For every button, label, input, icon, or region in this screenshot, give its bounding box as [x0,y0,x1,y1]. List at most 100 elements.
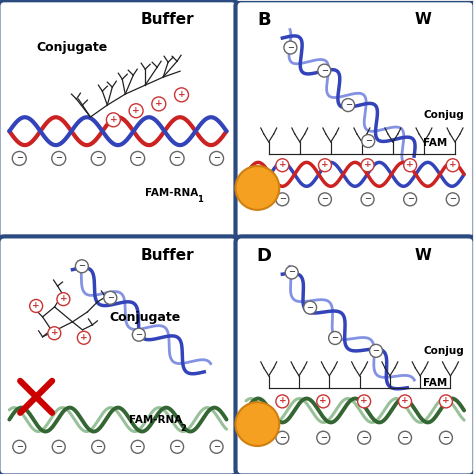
Text: −: − [407,194,414,203]
Circle shape [361,159,374,172]
Text: −: − [345,100,352,109]
Text: −: − [173,154,181,163]
Text: −: − [136,330,142,339]
Text: −: − [373,346,380,355]
Text: −: − [332,333,338,342]
Circle shape [12,152,26,165]
Text: FAM: FAM [423,378,447,388]
Text: +: + [132,106,140,115]
Circle shape [285,266,298,279]
Text: −: − [173,442,181,451]
Text: +: + [155,99,163,108]
Circle shape [210,440,223,453]
Circle shape [30,300,43,312]
Text: −: − [55,442,62,451]
FancyBboxPatch shape [236,0,474,239]
Circle shape [404,193,417,206]
Circle shape [362,135,374,147]
Text: Buffer: Buffer [141,248,195,264]
Text: −: − [449,194,456,203]
Circle shape [276,193,289,206]
FancyBboxPatch shape [0,237,237,474]
Text: Conjugate: Conjugate [109,311,181,324]
Text: −: − [16,154,23,163]
Text: +: + [80,333,88,342]
Circle shape [318,64,331,77]
Circle shape [171,440,183,453]
Circle shape [404,159,417,172]
Circle shape [52,440,65,453]
Text: +: + [360,396,368,405]
Circle shape [342,99,355,111]
Text: −: − [361,433,368,442]
Text: +: + [319,396,327,405]
Text: W: W [415,12,432,27]
Circle shape [236,166,279,210]
Text: W: W [415,248,432,264]
Text: −: − [287,43,294,52]
Text: −: − [78,261,85,270]
Text: +: + [442,396,450,405]
Circle shape [358,395,371,408]
Circle shape [129,104,143,118]
Text: −: − [364,194,371,203]
Circle shape [92,440,105,453]
Text: −: − [55,154,62,163]
Text: +: + [364,160,371,169]
Text: FAM: FAM [423,137,447,147]
Text: −: − [16,442,23,451]
Text: +: + [401,396,409,405]
Text: +: + [32,301,40,310]
Circle shape [399,431,411,444]
Circle shape [446,193,459,206]
Text: −: − [442,433,449,442]
Text: Conjug: Conjug [423,346,464,356]
Text: −: − [320,433,327,442]
Text: −: − [307,302,314,311]
Text: D: D [257,247,272,265]
Text: +: + [279,160,286,169]
Text: FAM-RNA: FAM-RNA [145,188,199,198]
Circle shape [317,395,330,408]
Text: −: − [288,267,295,276]
Circle shape [276,431,289,444]
Text: Buffer: Buffer [141,12,195,27]
Text: Conjugate: Conjugate [37,41,108,54]
Text: −: − [279,433,286,442]
Text: −: − [95,442,102,451]
Circle shape [361,193,374,206]
Circle shape [276,159,289,172]
Circle shape [358,431,371,444]
Circle shape [131,440,144,453]
Text: +: + [51,328,58,337]
Text: −: − [213,154,220,163]
Text: +: + [178,90,185,99]
Circle shape [48,327,61,340]
Text: +: + [279,396,286,405]
Text: −: − [321,194,328,203]
Text: −: − [134,442,141,451]
Circle shape [91,152,105,165]
Circle shape [317,431,330,444]
Circle shape [210,152,224,165]
Circle shape [152,97,166,111]
Text: +: + [449,160,456,169]
Text: +: + [109,115,117,124]
Circle shape [75,260,88,273]
Text: 2: 2 [180,424,186,433]
Text: −: − [134,154,141,163]
Text: −: − [279,194,286,203]
Text: 1: 1 [197,195,203,204]
Circle shape [319,193,331,206]
Circle shape [13,440,26,453]
Text: FAM-RNA: FAM-RNA [129,415,182,425]
Circle shape [284,41,297,54]
Text: +: + [60,294,67,303]
Circle shape [52,152,66,165]
Circle shape [399,395,411,408]
Text: −: − [321,65,328,74]
Circle shape [319,159,331,172]
FancyBboxPatch shape [236,237,474,474]
Circle shape [77,331,91,344]
Circle shape [132,328,146,341]
